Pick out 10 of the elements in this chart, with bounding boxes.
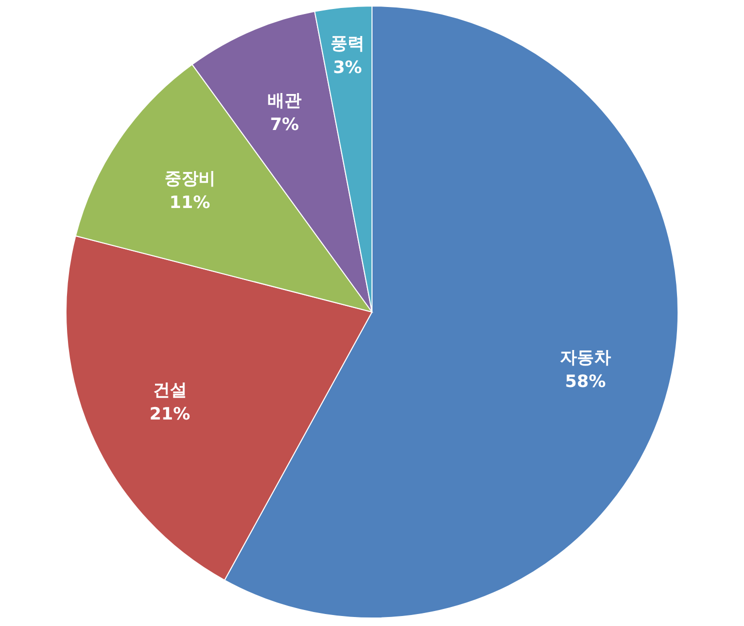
slice-label: 풍력 — [330, 34, 365, 54]
slice-label: 건설 — [152, 380, 187, 400]
data-label: 58% — [565, 372, 606, 392]
slice-label: 배관 — [268, 90, 302, 111]
data-label: 21% — [149, 404, 190, 424]
slice-label: 자동차 — [560, 348, 611, 368]
data-label: 7% — [270, 114, 299, 135]
slice-label: 중장비 — [164, 169, 216, 190]
data-label: 11% — [169, 193, 210, 214]
data-label: 3% — [333, 58, 362, 78]
